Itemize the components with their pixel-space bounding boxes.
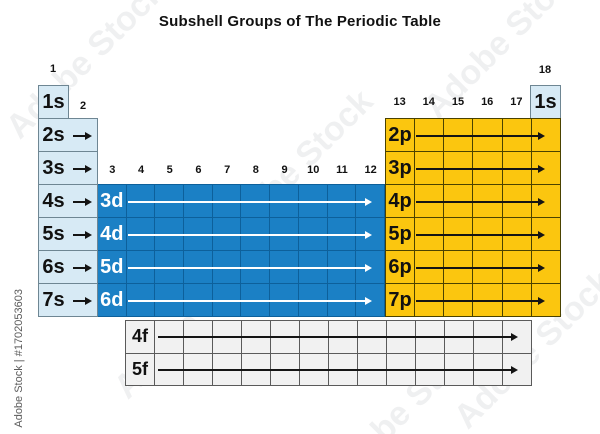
group-label-6: 6 xyxy=(195,164,202,176)
fill-order-arrow xyxy=(416,197,545,206)
fill-order-arrow xyxy=(416,164,545,173)
group-label-8: 8 xyxy=(252,164,259,176)
fill-order-arrow xyxy=(158,333,518,341)
s-block-label-1s: 1s xyxy=(39,86,69,119)
p-block-label-2p: 2p xyxy=(386,119,416,152)
group-label-9: 9 xyxy=(281,164,288,176)
fill-order-arrow xyxy=(416,131,545,140)
s-block-label-column: 1s 2s 3s 4s 5s 6s 7s xyxy=(38,85,69,317)
group-label-17: 17 xyxy=(510,96,523,108)
diagram-title: Subshell Groups of The Periodic Table xyxy=(158,13,442,30)
group-label-13: 13 xyxy=(393,96,406,108)
fill-order-arrow xyxy=(128,197,372,206)
p-block-label-4p: 4p xyxy=(386,185,416,218)
group-label-12: 12 xyxy=(364,164,377,176)
group-label-2: 2 xyxy=(79,100,87,112)
p-block-label-7p: 7p xyxy=(386,284,416,317)
p-block-label-6p: 6p xyxy=(386,251,416,284)
group-label-16: 16 xyxy=(481,96,494,108)
group-label-18: 18 xyxy=(538,64,552,76)
group-label-11: 11 xyxy=(336,164,348,176)
fill-order-arrow xyxy=(128,230,372,239)
fill-order-arrow xyxy=(128,296,372,305)
fill-order-arrow xyxy=(73,263,92,272)
group-label-14: 14 xyxy=(422,96,435,108)
f-block: 4f 5f xyxy=(125,320,532,386)
p-block-label-3p: 3p xyxy=(386,152,416,185)
group-labels-3-12: 3 4 5 6 7 8 9 10 11 12 xyxy=(98,164,385,176)
p-block-label-5p: 5p xyxy=(386,218,416,251)
group-label-5: 5 xyxy=(166,164,173,176)
f-block-label-4f: 4f xyxy=(126,321,155,354)
stock-watermark-id: Adobe Stock | #1702053603 xyxy=(13,289,25,428)
fill-order-arrow xyxy=(128,263,372,272)
s-block-label-6s: 6s xyxy=(39,251,69,284)
d-block-label-5d: 5d xyxy=(98,251,127,284)
fill-order-arrow xyxy=(73,296,92,305)
group-label-15: 15 xyxy=(451,96,465,108)
d-block-label-4d: 4d xyxy=(98,218,127,251)
fill-order-arrow xyxy=(73,230,92,239)
fill-order-arrow xyxy=(73,131,92,140)
fill-order-arrow xyxy=(416,263,545,272)
s-block-arrow-column xyxy=(68,118,98,317)
group-label-10: 10 xyxy=(307,164,320,176)
group-label-1: 1 xyxy=(49,63,57,75)
fill-order-arrow xyxy=(73,164,92,173)
fill-order-arrow xyxy=(73,197,92,206)
group-label-4: 4 xyxy=(137,164,145,176)
d-block: 3d 4d 5d 6d xyxy=(98,184,385,317)
group-label-7: 7 xyxy=(224,164,231,176)
f-block-label-5f: 5f xyxy=(126,353,155,386)
d-block-label-3d: 3d xyxy=(98,185,127,218)
s-block-label-5s: 5s xyxy=(39,218,69,251)
group-label-3: 3 xyxy=(109,164,116,176)
s-block-label-7s: 7s xyxy=(39,284,69,317)
s-block-label-4s: 4s xyxy=(39,185,69,218)
p-block: 2p 3p 4p 5p 6p 7p xyxy=(385,118,561,317)
group-labels-13-17: 13 14 15 16 17 xyxy=(385,96,531,108)
fill-order-arrow xyxy=(416,230,545,239)
s-block-label-3s: 3s xyxy=(39,152,69,185)
fill-order-arrow xyxy=(416,296,545,305)
s-block-label-2s: 2s xyxy=(39,119,69,152)
fill-order-arrow xyxy=(158,365,518,374)
d-block-label-6d: 6d xyxy=(98,284,127,317)
s-block-helium-cell: 1s xyxy=(530,85,561,119)
